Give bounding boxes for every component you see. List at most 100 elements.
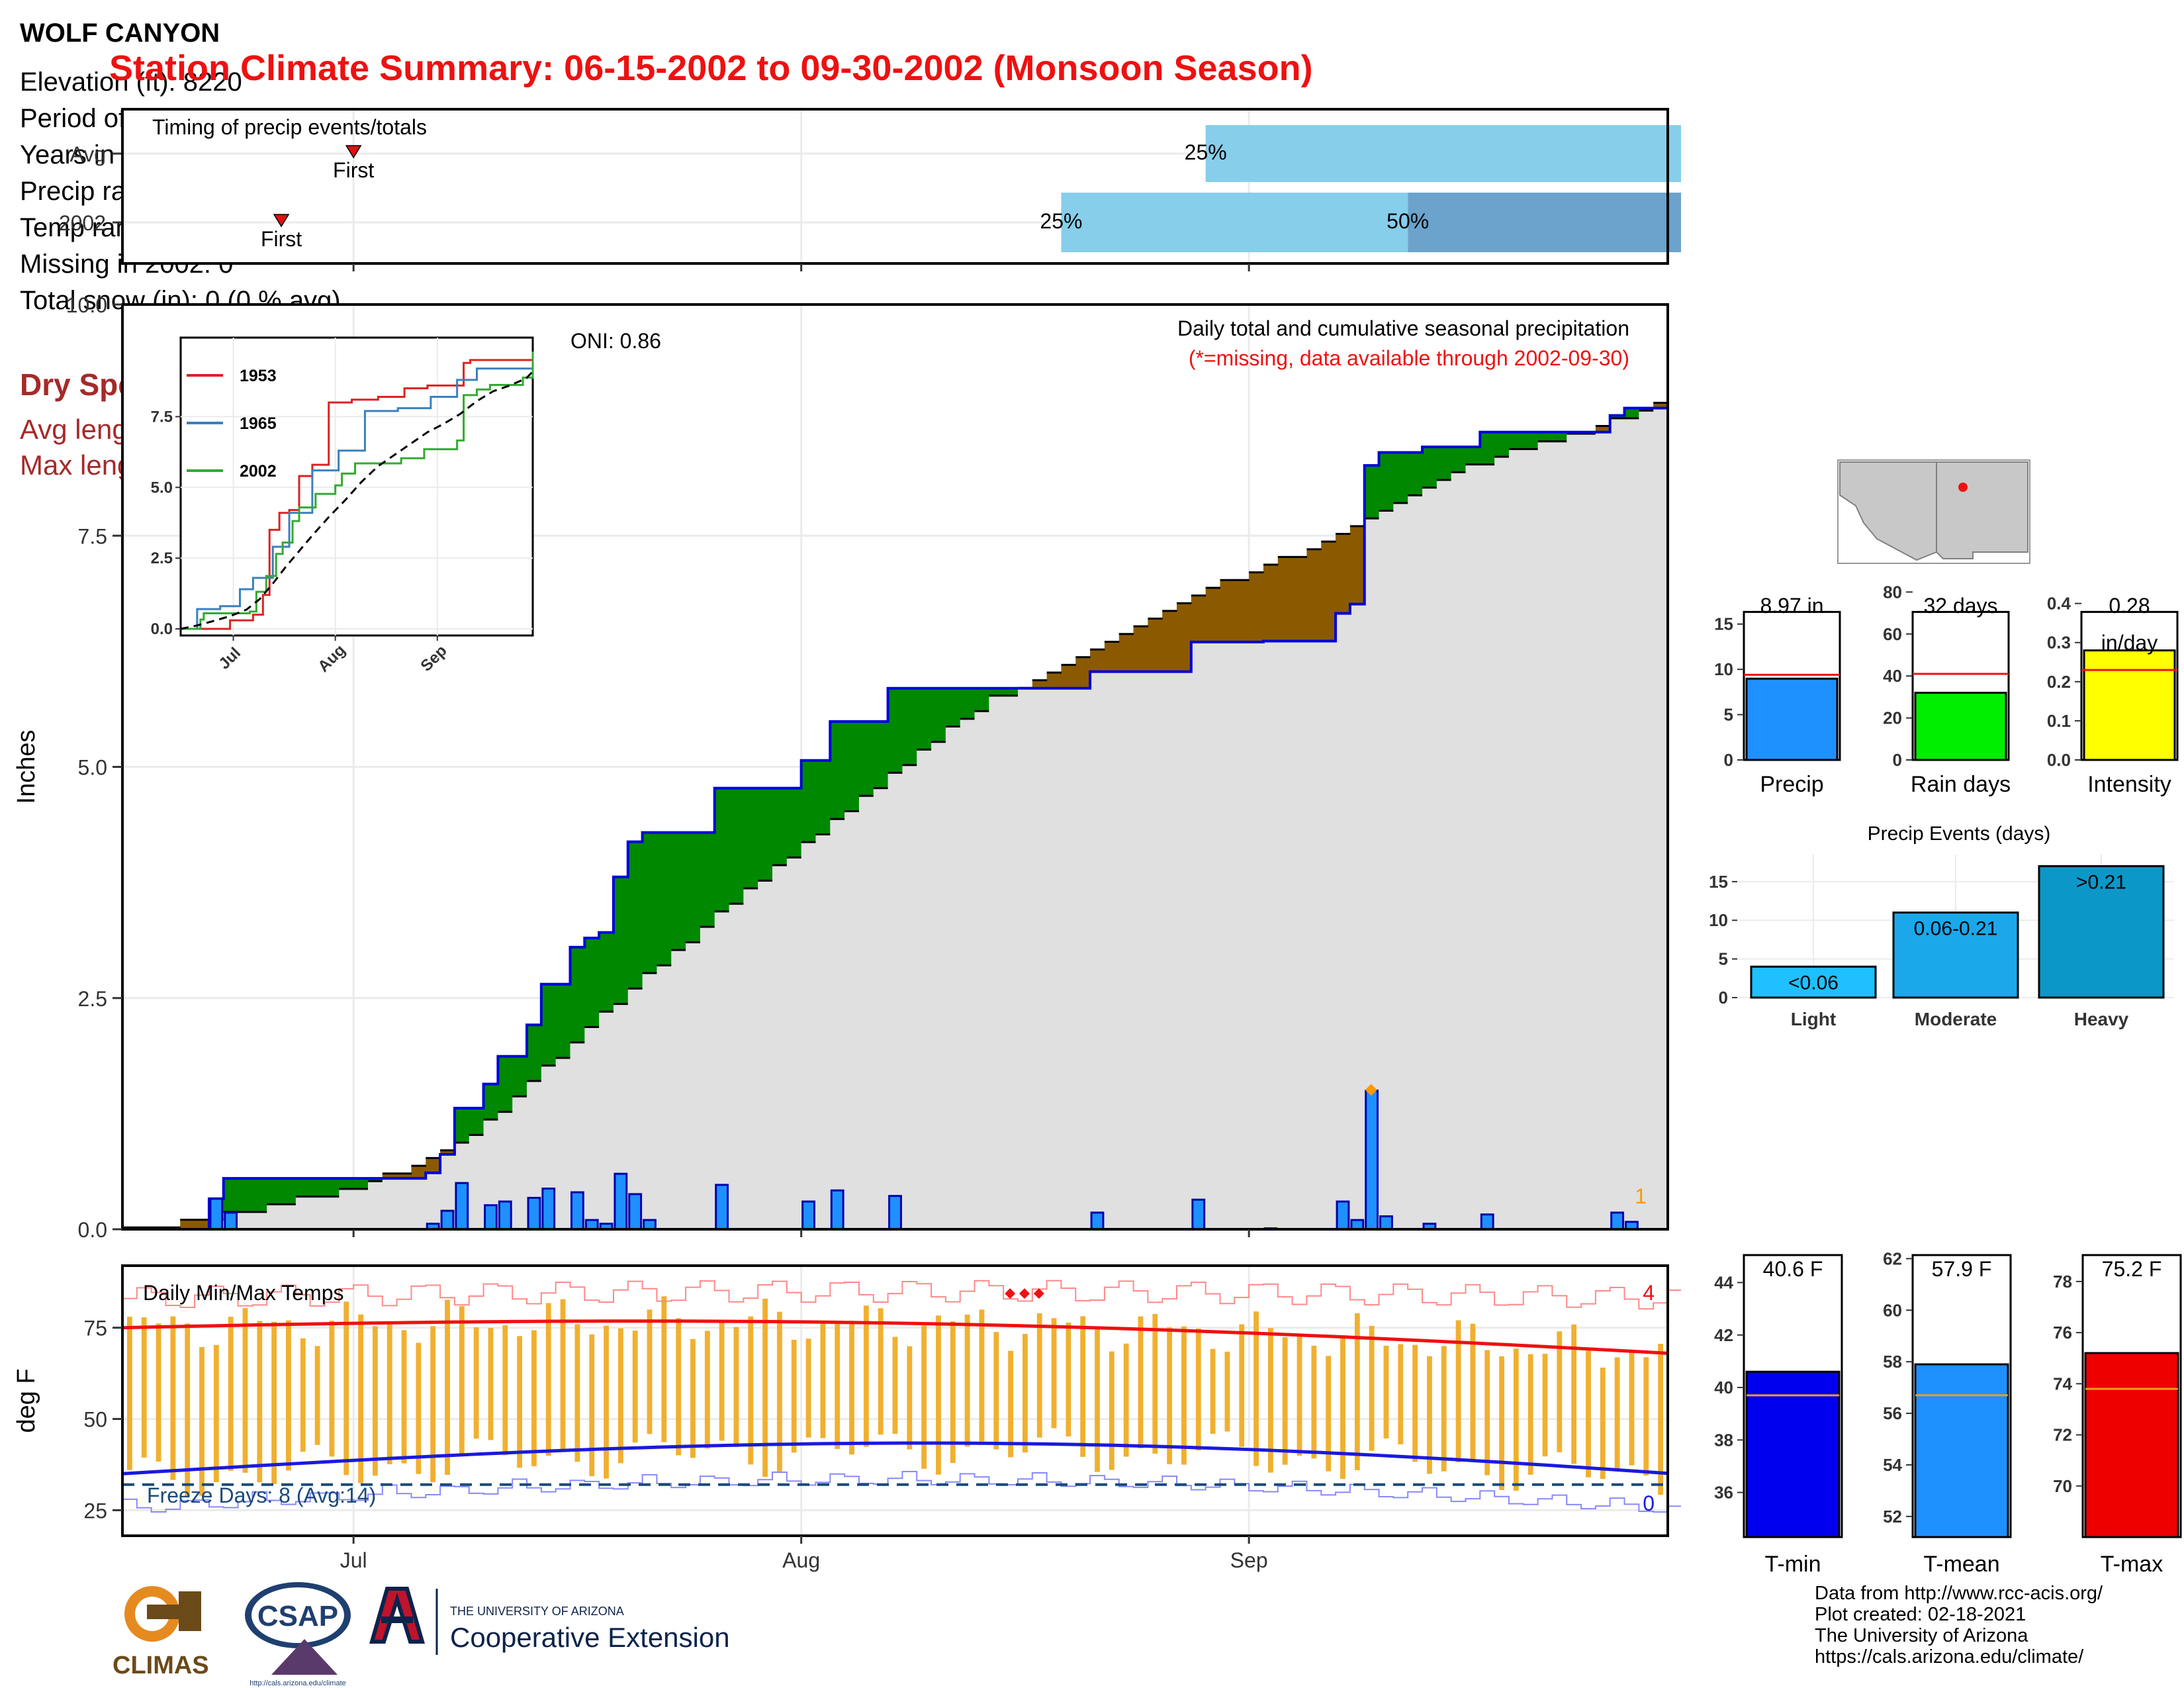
ua-small-text: THE UNIVERSITY OF ARIZONA	[450, 1605, 624, 1618]
average-cumulative-step	[1422, 487, 1437, 1229]
deficit-step	[1205, 587, 1221, 642]
mini-chart-y-tick-label: 0.2	[2047, 672, 2071, 692]
average-cumulative-step	[815, 834, 831, 1229]
record-high-marker	[1033, 1288, 1044, 1299]
average-cumulative-step	[1046, 688, 1062, 1229]
average-cumulative-step	[1017, 688, 1033, 1229]
daily-temp-range-bar	[1267, 1328, 1273, 1473]
daily-temp-range-bar	[1167, 1327, 1173, 1464]
credit-line: Data from http://www.rcc-acis.org/	[1815, 1583, 2103, 1604]
events-category-label: Moderate	[1915, 1009, 1997, 1029]
average-cumulative-step	[1205, 641, 1221, 1229]
average-cumulative-step	[931, 741, 946, 1229]
average-cumulative-step	[252, 1211, 267, 1229]
daily-temp-range-bar	[1614, 1357, 1620, 1470]
daily-temp-range-bar	[1008, 1350, 1013, 1458]
deficit-step	[1336, 534, 1351, 614]
events-bar-heavy	[2038, 865, 2165, 999]
surplus-step	[1451, 447, 1466, 473]
inset-series-line-1965	[181, 357, 534, 630]
surplus-step	[657, 832, 672, 966]
surplus-step	[844, 722, 860, 812]
surplus-step	[786, 788, 802, 858]
average-cumulative-step	[324, 1196, 340, 1229]
temp-summary-t-min: 40.6 F 36 38 40 42 44 T-min	[1714, 1254, 1843, 1577]
average-cumulative-step	[1393, 502, 1408, 1229]
temperature-chart: Daily Min/Max Temps Freeze Days: 8 (Avg:1…	[13, 1264, 1681, 1572]
mini-chart-label: Rain days	[1911, 772, 2011, 797]
daily-precip-bar	[1350, 1219, 1365, 1231]
average-cumulative-step	[1234, 641, 1250, 1229]
daily-temp-range-bar	[1369, 1325, 1375, 1451]
hot-days-count: 4	[1643, 1281, 1655, 1305]
station-name: WOLF CANYON	[20, 19, 220, 48]
average-cumulative-step	[657, 965, 672, 1229]
mini-chart-y-tick-label: 15	[1714, 614, 1733, 634]
mini-chart-y-tick-label: 10	[1714, 659, 1733, 679]
page-title: Station Climate Summary: 06-15-2002 to 0…	[109, 48, 1313, 88]
daily-temp-bars	[127, 1296, 1663, 1496]
temp-summary-value-bar	[1914, 1363, 2009, 1538]
mini-chart-value-label: 8.97 in	[1760, 594, 1823, 618]
daily-temp-range-bar	[502, 1325, 508, 1456]
cold-days-count: 0	[1643, 1491, 1655, 1515]
events-bar-range-label: <0.06	[1788, 972, 1839, 994]
average-cumulative-step	[238, 1211, 253, 1229]
temp-summary-y-tick-label: 62	[1883, 1248, 1902, 1268]
deficit-step	[1061, 665, 1076, 688]
surplus-step	[945, 688, 961, 727]
temp-summary-y-tick-label: 42	[1714, 1325, 1733, 1345]
daily-temp-range-bar	[531, 1330, 537, 1466]
inset-y-tick-label: 2.5	[151, 549, 173, 567]
daily-precip-bar	[1191, 1198, 1206, 1231]
surplus-step	[686, 832, 701, 943]
average-cumulative-step	[1451, 472, 1466, 1229]
surplus-step	[353, 1178, 369, 1189]
daily-temp-range-bar	[704, 1331, 710, 1449]
temperature-summary-charts: 40.6 F 36 38 40 42 44 T-min 57.9 F 52 54 56 58 60 62 T…	[1714, 1248, 2182, 1577]
mini-chart-precip: 8.97 in 0 5 10 15 Precip	[1714, 594, 1841, 797]
mini-chart-y-tick-label: 20	[1883, 708, 1902, 728]
average-cumulative-step	[887, 773, 903, 1229]
average-cumulative-step	[830, 819, 845, 1229]
surplus-step	[902, 688, 917, 765]
deficit-step	[1075, 657, 1091, 688]
record-high-marker	[1005, 1288, 1016, 1299]
temp-summary-y-tick-label: 54	[1883, 1455, 1902, 1475]
temp-summary-value-bar	[1745, 1370, 1841, 1538]
events-bar-range-label: >0.21	[2076, 872, 2126, 894]
average-cumulative-step	[1465, 464, 1480, 1229]
first-event-marker	[345, 145, 362, 159]
surplus-step	[527, 1025, 542, 1082]
average-area-group	[122, 402, 1668, 1230]
daily-temp-range-bar	[979, 1309, 985, 1442]
daily-temp-range-bar	[805, 1338, 811, 1438]
average-cumulative-step	[671, 950, 686, 1229]
daily-temp-range-bar	[936, 1315, 941, 1475]
mini-chart-y-tick-label: 0.0	[2047, 750, 2071, 770]
daily-temp-range-bar	[863, 1305, 869, 1447]
surplus-step	[974, 688, 989, 712]
average-cumulative-step	[281, 1204, 296, 1229]
average-cumulative-step	[1523, 449, 1539, 1229]
daily-temp-range-bar	[661, 1296, 667, 1442]
average-cumulative-step	[1162, 671, 1177, 1229]
temp-summary-y-tick-label: 70	[2053, 1476, 2072, 1496]
precip-y-axis-title: Inches	[13, 730, 40, 804]
credit-line: The University of Arizona	[1815, 1625, 2028, 1646]
timing-panel-label: Timing of precip events/totals	[152, 115, 427, 139]
average-cumulative-step	[1220, 641, 1235, 1229]
average-cumulative-step	[1595, 432, 1611, 1229]
average-cumulative-step	[1567, 434, 1582, 1230]
daily-temp-range-bar	[1138, 1316, 1144, 1449]
precip-y-tick-label: 7.5	[78, 524, 107, 548]
daily-temp-range-bar	[358, 1314, 363, 1483]
daily-temp-range-bar	[777, 1311, 782, 1472]
average-cumulative-step	[1177, 671, 1192, 1229]
daily-temp-range-bar	[1427, 1356, 1432, 1474]
deficit-step	[1292, 557, 1307, 641]
average-cumulative-step	[1104, 671, 1120, 1229]
deficit-step	[1046, 673, 1062, 688]
surplus-step	[541, 984, 557, 1066]
